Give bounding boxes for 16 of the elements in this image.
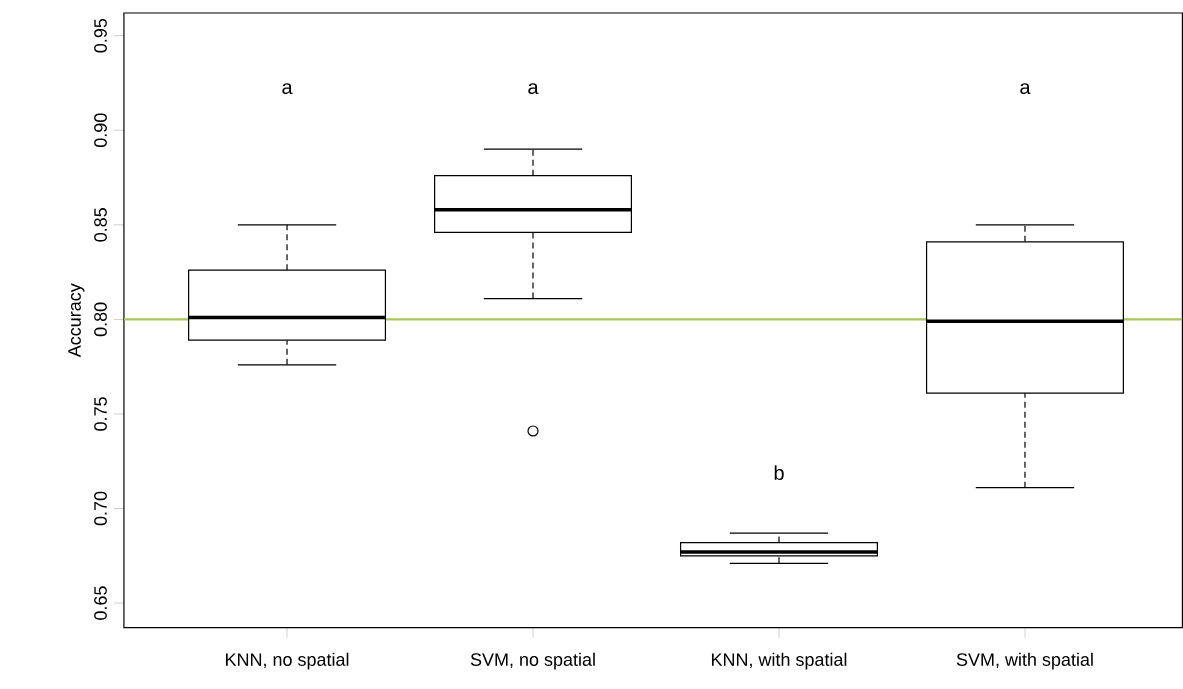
- annotation: a: [282, 83, 293, 95]
- annotation: a: [1020, 83, 1031, 95]
- y-tick-label: 0.95: [94, 19, 107, 53]
- x-tick-label: KNN, with spatial: [711, 652, 847, 670]
- y-tick-label: 0.75: [94, 397, 107, 431]
- y-tick-label: 0.85: [94, 208, 107, 242]
- y-tick-label: 0.90: [94, 113, 107, 148]
- x-tick-label: KNN, no spatial: [226, 652, 349, 670]
- annotation: a: [528, 83, 539, 95]
- y-tick-label: 0.70: [94, 491, 107, 526]
- x-tick-label: SVM, no spatial: [470, 652, 595, 670]
- y-axis-title: Accuracy: [68, 283, 85, 358]
- y-tick-label: 0.80: [94, 302, 107, 337]
- y-tick-label: 0.65: [94, 586, 107, 621]
- annotation: b: [774, 465, 784, 481]
- x-tick-label: SVM, with spatial: [956, 652, 1093, 670]
